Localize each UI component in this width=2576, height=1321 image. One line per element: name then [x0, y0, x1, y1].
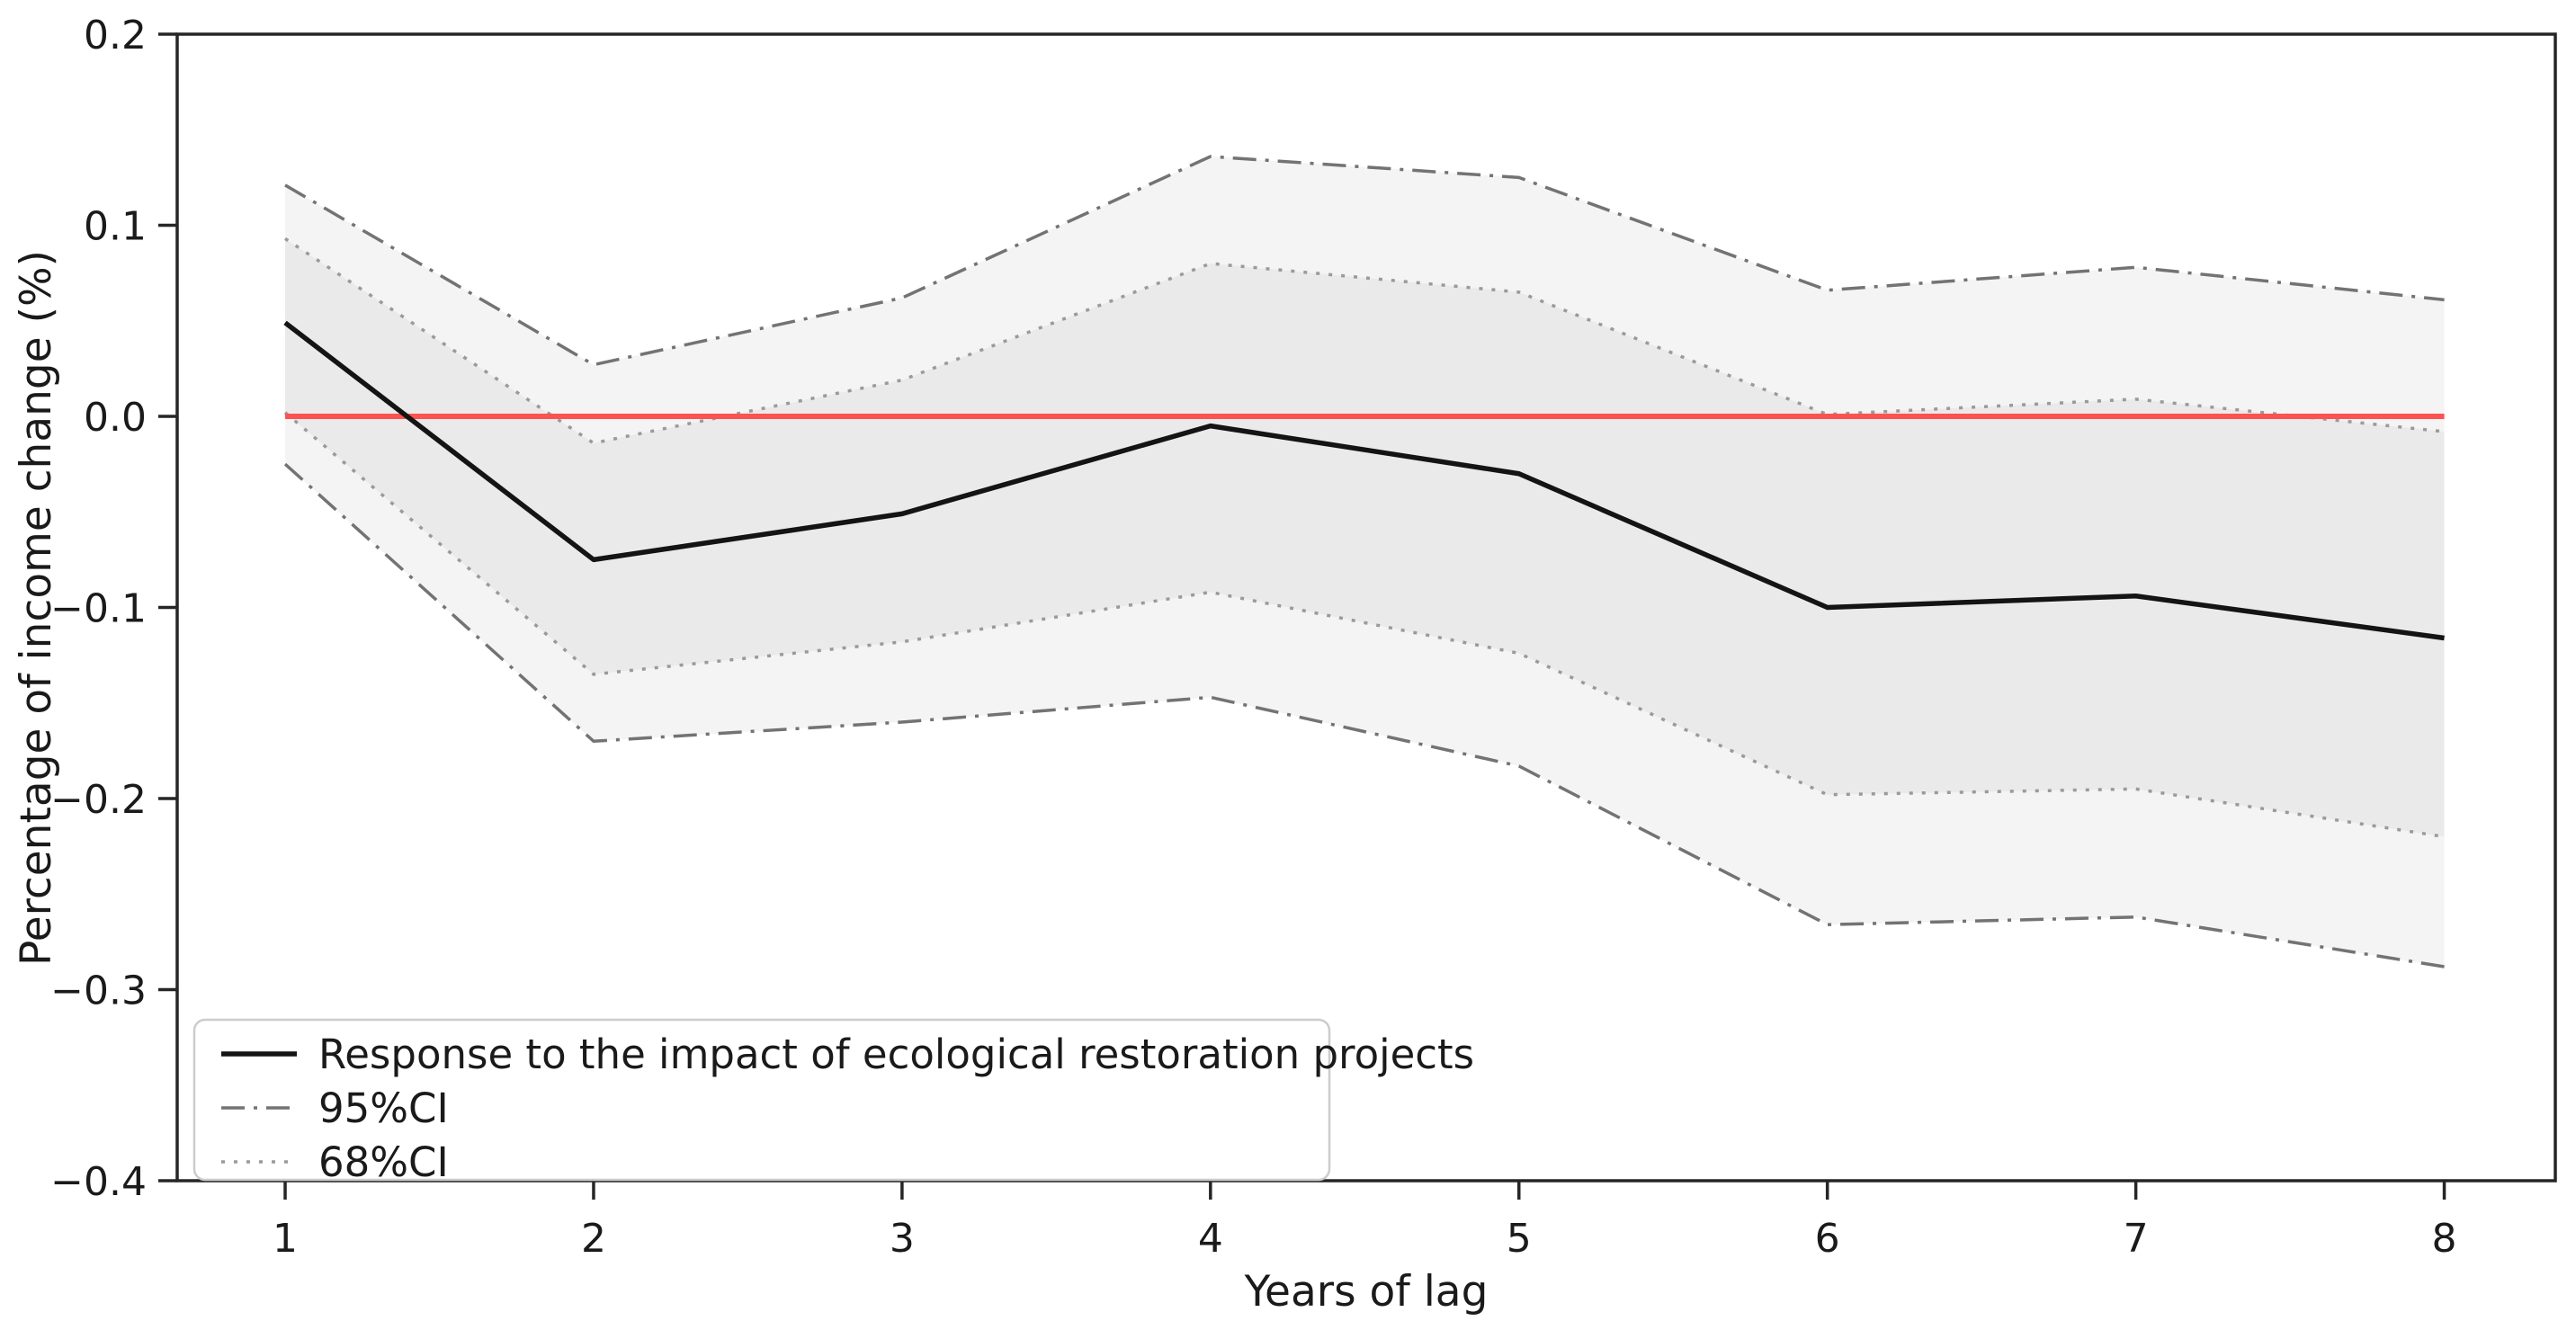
- x-axis-label: Years of lag: [1244, 1267, 1489, 1317]
- band-fill-68CI: [285, 238, 2445, 837]
- x-tick-label: 7: [2124, 1216, 2149, 1262]
- ci-line-68CI-lower: [283, 411, 2445, 839]
- x-tick-label: 4: [1198, 1216, 1223, 1262]
- x-tick-label: 6: [1815, 1216, 1840, 1262]
- y-tick-label: −0.4: [50, 1159, 147, 1205]
- y-tick-label: −0.3: [50, 968, 147, 1014]
- y-tick-label: 0.2: [84, 13, 147, 58]
- x-tick-label: 1: [273, 1216, 298, 1262]
- y-tick-label: −0.1: [50, 586, 147, 632]
- y-tick-label: 0.0: [84, 395, 147, 441]
- ci-line-95CI-lower: [283, 462, 2445, 968]
- x-tick-label: 8: [2432, 1216, 2457, 1262]
- response-line: [283, 320, 2445, 641]
- legend-label-68ci: 68%CI: [318, 1138, 449, 1186]
- legend: Response to the impact of ecological res…: [192, 1018, 1474, 1186]
- x-tick-label: 5: [1507, 1216, 1532, 1262]
- legend-label-95ci: 95%CI: [318, 1084, 449, 1132]
- legend-box: [192, 1018, 1331, 1182]
- axes: 1 2 3 4 5 6 7 8 0.2 0.1 0.0 −0.1 −0.2 −0.3 −0.4: [50, 13, 2557, 1262]
- y-tick-label: 0.1: [84, 204, 147, 250]
- plot-lines: [283, 155, 2445, 968]
- y-tick-label: −0.2: [50, 777, 147, 823]
- legend-label-response: Response to the impact of ecological res…: [318, 1031, 1474, 1078]
- y-axis-label: Percentage of income change (%): [12, 250, 61, 966]
- x-tick-label: 2: [581, 1216, 606, 1262]
- ci-line-95CI-upper: [284, 155, 2445, 367]
- confidence-bands: [285, 156, 2445, 967]
- x-tick-label: 3: [890, 1216, 915, 1262]
